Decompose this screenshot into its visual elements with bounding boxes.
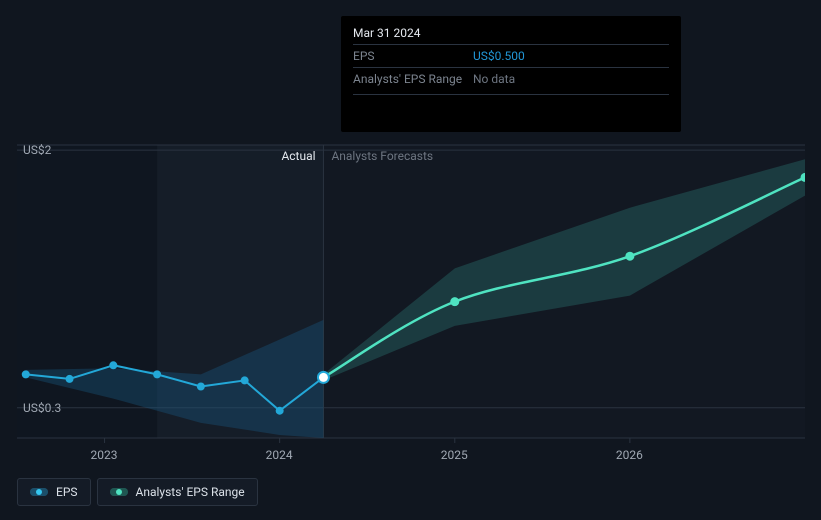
- legend-item-eps[interactable]: EPS: [17, 478, 91, 506]
- chart-tooltip: Mar 31 2024 EPS US$0.500 Analysts' EPS R…: [341, 16, 681, 132]
- legend-swatch-icon: [110, 488, 128, 496]
- x-axis-label: 2026: [616, 448, 643, 462]
- tooltip-row-eps: EPS US$0.500: [353, 44, 669, 65]
- legend-swatch-icon: [30, 488, 48, 496]
- y-axis-label-bottom: US$0.3: [23, 401, 61, 415]
- tooltip-label: EPS: [353, 47, 473, 65]
- tooltip-row-range: Analysts' EPS Range No data: [353, 67, 669, 88]
- legend-item-range[interactable]: Analysts' EPS Range: [97, 478, 258, 506]
- region-label-actual: Actual: [281, 149, 315, 163]
- x-axis-label: 2023: [91, 448, 118, 462]
- x-axis-label: 2025: [441, 448, 468, 462]
- y-axis-label-top: US$2: [23, 143, 51, 157]
- x-axis-label: 2024: [266, 448, 293, 462]
- tooltip-divider: [353, 94, 669, 122]
- tooltip-label: Analysts' EPS Range: [353, 70, 473, 88]
- tooltip-value: No data: [473, 70, 515, 88]
- region-label-forecast: Analysts Forecasts: [331, 149, 433, 163]
- tooltip-date: Mar 31 2024: [353, 26, 669, 40]
- chart-legend: EPS Analysts' EPS Range: [17, 478, 258, 506]
- tooltip-value: US$0.500: [473, 47, 525, 65]
- legend-label: EPS: [56, 485, 78, 499]
- legend-label: Analysts' EPS Range: [136, 485, 245, 499]
